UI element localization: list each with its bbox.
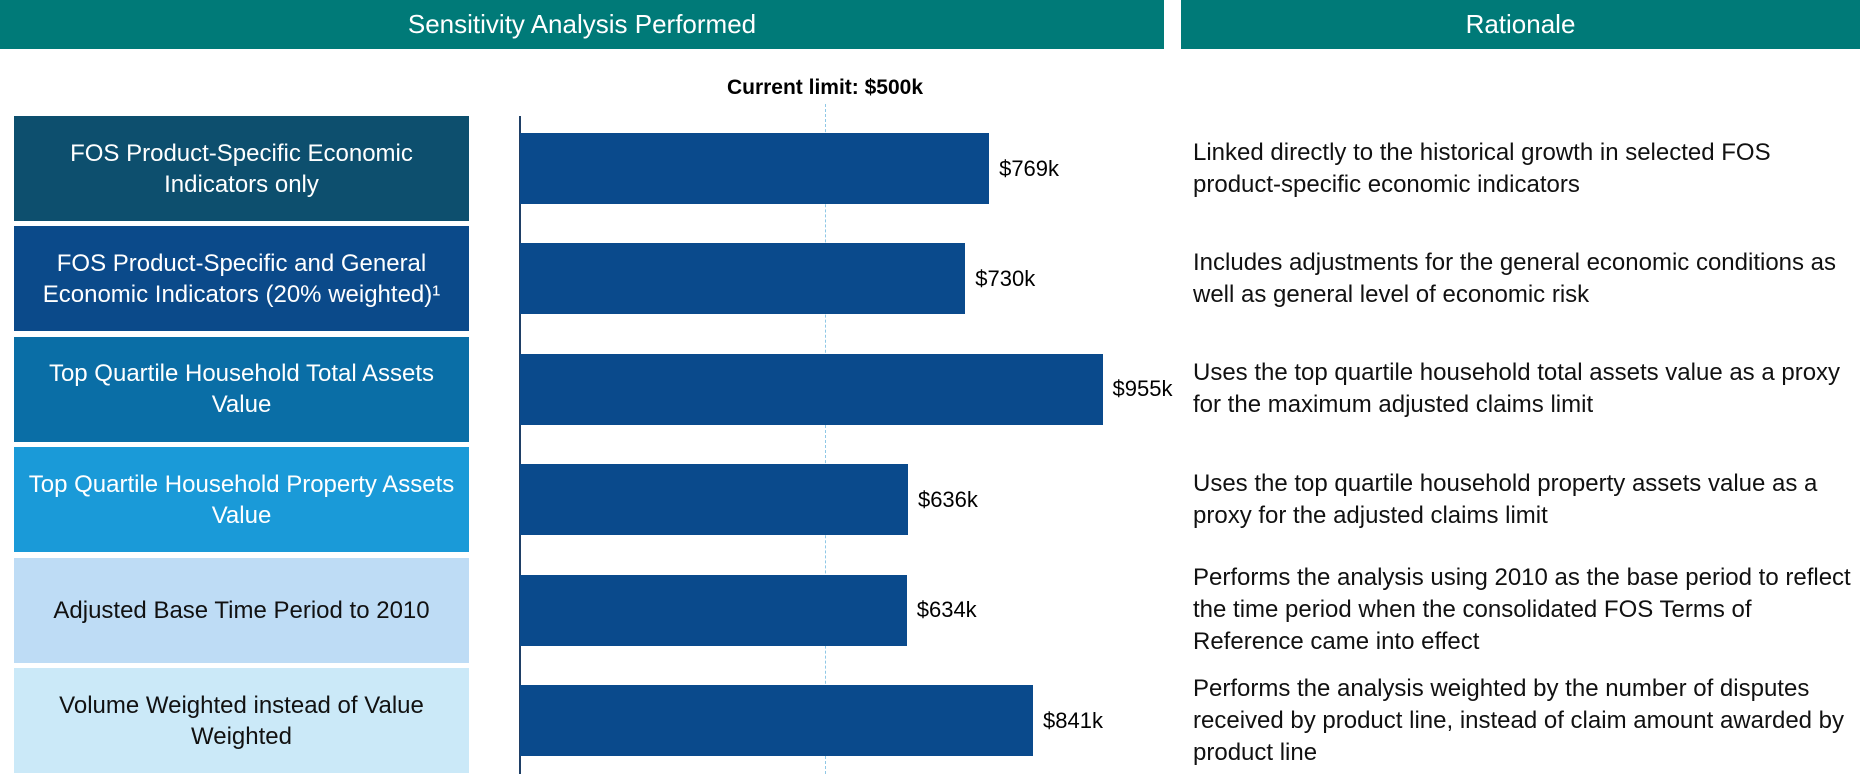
reference-label: Current limit: $500k	[726, 76, 924, 99]
rationale-text: Uses the top quartile household total as…	[1193, 359, 1841, 419]
rationale-text: Linked directly to the historical growth…	[1193, 138, 1771, 198]
rationale-text: Includes adjustments for the general eco…	[1193, 248, 1837, 308]
value-label: $730k	[975, 265, 1036, 291]
value-label: $841k	[1043, 707, 1103, 733]
category-label: Top Quartile Household Total Assets Valu…	[14, 336, 469, 442]
bar	[520, 574, 907, 646]
category-label: Volume Weighted instead of Value Weighte…	[14, 668, 469, 773]
category-label: FOS Product-Specific Economic Indicators…	[14, 116, 469, 221]
category-label: Top Quartile Household Property Assets V…	[14, 447, 469, 553]
rationale-text: Performs the analysis weighted by the nu…	[1193, 674, 1845, 766]
value-label: $955k	[1112, 376, 1173, 402]
bar	[520, 353, 1103, 425]
rationale-text: Uses the top quartile household property…	[1193, 469, 1818, 529]
value-label: $634k	[916, 597, 977, 623]
reference-line	[825, 104, 826, 774]
bar	[520, 243, 966, 315]
rationale-text: Performs the analysis using 2010 as the …	[1193, 564, 1851, 656]
header-left: Sensitivity Analysis Performed	[0, 0, 1164, 49]
bar	[520, 685, 1033, 756]
category-label: Adjusted Base Time Period to 2010	[14, 557, 469, 663]
axis-line	[519, 116, 521, 774]
bar	[520, 464, 908, 536]
value-label: $769k	[999, 155, 1060, 181]
category-label: FOS Product-Specific and General Economi…	[14, 226, 469, 332]
header-right: Rationale	[1181, 0, 1860, 49]
value-label: $636k	[917, 486, 978, 512]
bar	[520, 133, 990, 204]
